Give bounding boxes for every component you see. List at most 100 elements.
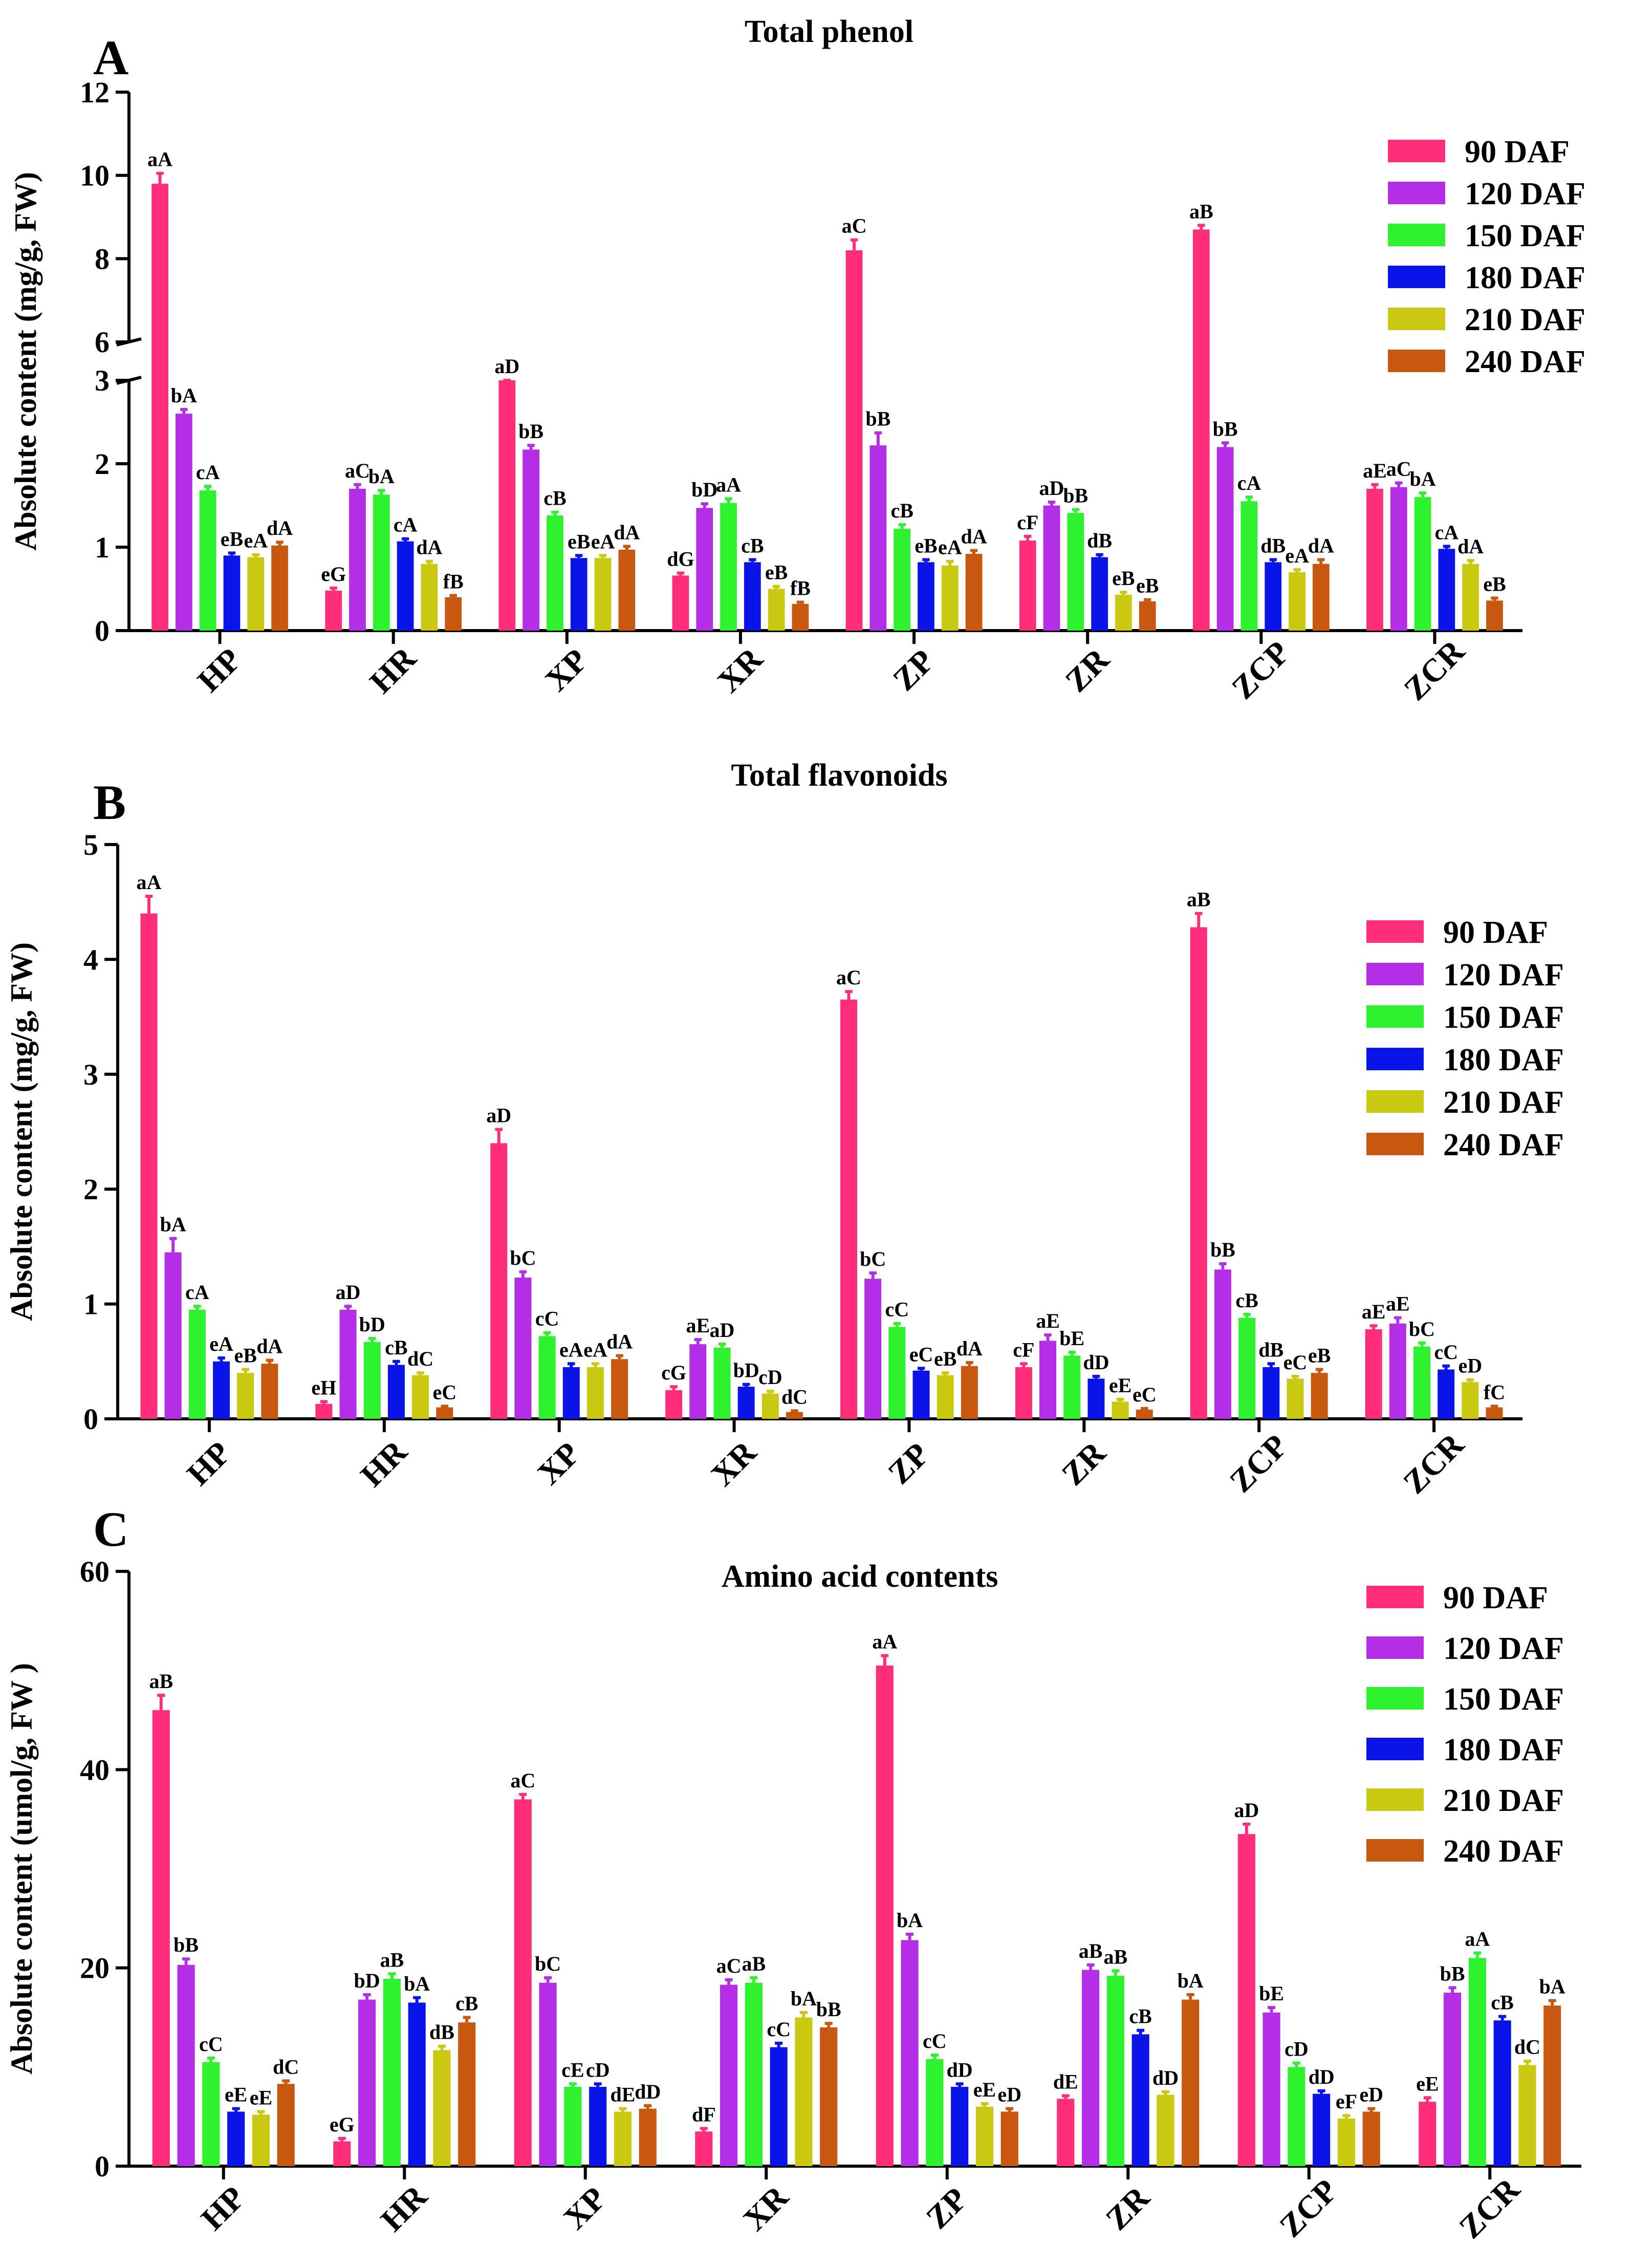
bar <box>387 1365 405 1419</box>
y-tick-label: 0 <box>95 2150 110 2183</box>
significance-label: cB <box>543 487 566 510</box>
bar <box>1362 2111 1380 2166</box>
significance-label: aD <box>710 1319 735 1342</box>
bar <box>1190 927 1207 1419</box>
y-tick-label: 10 <box>80 159 110 192</box>
bar <box>937 1375 954 1419</box>
y-tick-label: 2 <box>95 447 110 481</box>
legend-swatch <box>1388 308 1445 330</box>
significance-label: eE <box>1416 2072 1439 2095</box>
bar <box>770 2047 788 2166</box>
bar <box>339 1309 357 1419</box>
bar <box>1263 2012 1280 2166</box>
bar <box>358 1999 376 2166</box>
y-tick-label: 2 <box>83 1173 98 1206</box>
legend-swatch <box>1388 350 1445 372</box>
bar <box>1366 488 1383 631</box>
significance-label: cA <box>196 461 220 484</box>
legend-label: 90 DAF <box>1443 915 1548 950</box>
significance-label: bB <box>816 1998 841 2021</box>
x-tick-label: HP <box>194 2179 252 2237</box>
chart-title: Total phenol <box>745 14 913 49</box>
legend-swatch <box>1366 1687 1424 1710</box>
x-tick-label: HR <box>374 2177 434 2238</box>
bar <box>961 1366 978 1419</box>
x-tick-label: XR <box>710 640 770 700</box>
significance-label: bC <box>1409 1317 1435 1341</box>
bar <box>745 1982 763 2166</box>
significance-label: dE <box>610 2083 635 2106</box>
significance-label: dA <box>267 516 293 539</box>
y-tick-label: 60 <box>80 1555 110 1588</box>
x-tick-label: HR <box>354 1433 415 1494</box>
bar <box>1241 501 1258 631</box>
x-tick-label: XR <box>704 1434 764 1493</box>
significance-label: dD <box>1083 1351 1109 1374</box>
bar <box>820 2027 838 2166</box>
bar <box>1337 2119 1355 2166</box>
significance-label: dA <box>606 1330 633 1353</box>
significance-label: cC <box>885 1298 909 1321</box>
bar <box>941 565 959 631</box>
bar <box>761 1393 779 1419</box>
x-tick-label: HP <box>180 1434 237 1492</box>
bar <box>840 999 858 1419</box>
significance-label: bE <box>1059 1327 1084 1350</box>
significance-label: dD <box>947 2058 973 2081</box>
bar <box>665 1390 683 1419</box>
bar <box>458 2022 476 2166</box>
significance-label: eB <box>568 530 590 553</box>
bar <box>1087 1378 1105 1419</box>
bar <box>199 490 216 631</box>
bar <box>975 2106 993 2166</box>
bar <box>325 590 342 631</box>
significance-label: aB <box>742 1952 766 1975</box>
x-tick-label: XP <box>530 1435 587 1492</box>
panel-letter: A <box>93 30 128 85</box>
significance-label: cF <box>1013 1338 1034 1361</box>
significance-label: dB <box>429 2021 454 2044</box>
bar <box>1419 2102 1437 2166</box>
significance-label: aA <box>1465 1928 1490 1951</box>
bar <box>1112 1401 1129 1419</box>
significance-label: bD <box>691 478 717 501</box>
bar <box>1413 1346 1430 1419</box>
bar <box>498 380 516 631</box>
significance-label: cB <box>1491 1991 1513 2014</box>
significance-label: eB <box>1112 567 1135 590</box>
bar <box>523 449 539 631</box>
chart-panel-b: Total flavonoids B 0 1 2 3 4 5 Absolute content … <box>5 758 1564 1501</box>
bar <box>445 597 462 631</box>
x-tick-label: ZR <box>1058 641 1117 699</box>
significance-label: aE <box>1386 1292 1410 1315</box>
y-tick-label: 0 <box>83 1402 98 1436</box>
legend-swatch <box>1388 140 1445 162</box>
significance-label: eF <box>1336 2090 1357 2113</box>
significance-label: bA <box>1178 1969 1204 1992</box>
bar <box>611 1359 628 1419</box>
bar <box>1265 562 1282 631</box>
legend-label: 120 DAF <box>1443 1631 1564 1666</box>
panel-letter: C <box>93 1502 128 1557</box>
significance-label: aC <box>510 1769 535 1792</box>
bar <box>1462 1382 1479 1419</box>
bar <box>594 558 612 631</box>
significance-label: dC <box>407 1347 433 1370</box>
bar <box>140 913 158 1419</box>
bar <box>1082 1970 1100 2166</box>
bar <box>1039 1341 1057 1419</box>
legend-label: 150 DAF <box>1443 1682 1564 1717</box>
significance-label: cG <box>661 1361 686 1384</box>
significance-label: bE <box>1259 1982 1284 2005</box>
bar <box>1015 1367 1032 1419</box>
significance-label: eB <box>221 527 243 550</box>
significance-label: dE <box>1053 2070 1078 2093</box>
bar <box>689 1344 707 1419</box>
bar <box>397 541 414 631</box>
chart-title: Amino acid contents <box>722 1559 998 1594</box>
legend-swatch <box>1366 1636 1424 1659</box>
bar <box>1131 2034 1149 2166</box>
bar <box>152 1710 170 2166</box>
legend-label: 240 DAF <box>1443 1834 1564 1869</box>
bar <box>538 1336 556 1419</box>
